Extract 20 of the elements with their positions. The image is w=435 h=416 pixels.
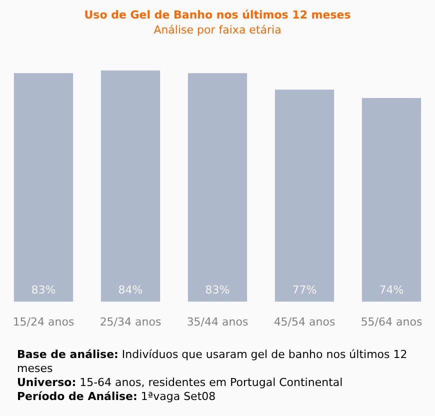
text: Base de análise: Indivíduos que usaram gel de banho nos últimos 12 meses xyxy=(17,348,408,375)
bar xyxy=(14,73,74,302)
chart-title: Uso de Gel de Banho nos últimos 12 meses xyxy=(84,8,352,22)
bar xyxy=(362,98,422,302)
text: Universo: 15-64 anos, residentes em Portugal Continental xyxy=(17,376,344,390)
chart-subtitle: Análise por faixa etária xyxy=(154,24,282,37)
bar xyxy=(274,90,334,302)
bar xyxy=(188,73,248,302)
x-tick-label: 35/44 anos xyxy=(186,315,248,328)
data-label: 84% xyxy=(118,284,143,297)
data-label: 83% xyxy=(31,284,56,297)
x-tick-label: 25/34 anos xyxy=(100,315,162,328)
data-label: 83% xyxy=(205,284,230,297)
data-label: 77% xyxy=(292,284,317,297)
x-tick-label: 15/24 anos xyxy=(12,315,74,328)
x-tick-label: 45/54 anos xyxy=(274,315,336,328)
data-label: 74% xyxy=(379,284,404,297)
bar xyxy=(100,70,160,302)
text: Período de Análise: 1ªvaga Set08 xyxy=(17,390,217,404)
x-tick-label: 55/64 anos xyxy=(360,315,422,328)
